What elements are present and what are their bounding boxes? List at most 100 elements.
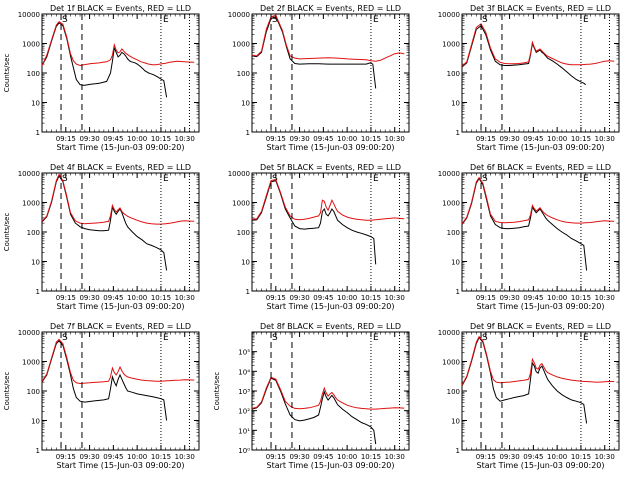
series-line-lld bbox=[461, 335, 615, 386]
panel-det-8: Det 8f BLACK = Events, RED = LLD 10⁰ 10¹ 10… bbox=[213, 322, 410, 470]
series-line-events bbox=[41, 22, 168, 98]
start-marker: S bbox=[272, 174, 278, 184]
x-axis-label: Start Time (15-Jun-03 09:00:20) bbox=[57, 302, 185, 311]
y-tick-label: 10000 bbox=[438, 170, 460, 178]
x-axis-label: Start Time (15-Jun-03 09:00:20) bbox=[477, 461, 605, 470]
x-tick-label: 10:30 bbox=[385, 294, 405, 302]
y-tick-label: 100 bbox=[27, 229, 40, 237]
y-axis-label: Counts/sec bbox=[3, 54, 11, 93]
x-tick-label: 10:00 bbox=[337, 453, 357, 461]
x-tick-label: 09:15 bbox=[476, 135, 496, 143]
end-marker: E bbox=[163, 333, 169, 343]
series-line-lld bbox=[461, 176, 615, 225]
y-tick-label: 1000 bbox=[232, 200, 250, 208]
x-tick-label: 10:30 bbox=[385, 135, 405, 143]
y-tick-label: 10 bbox=[451, 418, 460, 426]
series-line-lld bbox=[251, 178, 405, 221]
y-tick-label: 10 bbox=[241, 259, 250, 267]
y-tick-label: 10000 bbox=[18, 170, 40, 178]
y-tick-label: 100 bbox=[237, 229, 250, 237]
x-axis-label: Start Time (15-Jun-03 09:00:20) bbox=[57, 143, 185, 152]
start-marker: S bbox=[62, 333, 68, 343]
start-marker: S bbox=[272, 333, 278, 343]
series-line-lld bbox=[41, 21, 195, 67]
x-tick-label: 09:15 bbox=[266, 453, 286, 461]
end-marker: E bbox=[373, 333, 379, 343]
end-marker: E bbox=[163, 15, 169, 25]
y-tick-label: 10 bbox=[241, 100, 250, 108]
panel-title: Det 4f BLACK = Events, RED = LLD bbox=[50, 163, 191, 172]
x-tick-label: 10:00 bbox=[547, 453, 567, 461]
y-tick-label: 10⁴ bbox=[238, 368, 250, 376]
y-tick-label: 10⁰ bbox=[238, 447, 250, 455]
x-tick-label: 09:45 bbox=[523, 135, 543, 143]
x-tick-label: 09:30 bbox=[79, 294, 99, 302]
x-tick-label: 09:45 bbox=[313, 135, 333, 143]
x-tick-label: 09:30 bbox=[289, 294, 309, 302]
x-tick-label: 09:45 bbox=[523, 453, 543, 461]
y-tick-label: 10 bbox=[31, 100, 40, 108]
panel-det-3: Det 3f BLACK = Events, RED = LLD 1 10 100 10… bbox=[438, 4, 620, 152]
x-axis-label: Start Time (15-Jun-03 09:00:20) bbox=[267, 461, 395, 470]
end-marker: E bbox=[583, 174, 589, 184]
series-line-lld bbox=[251, 14, 405, 62]
series-line-lld bbox=[461, 23, 615, 67]
end-marker: E bbox=[373, 174, 379, 184]
x-tick-label: 09:30 bbox=[289, 453, 309, 461]
start-marker: S bbox=[62, 15, 68, 25]
x-tick-label: 10:00 bbox=[547, 135, 567, 143]
x-tick-label: 09:15 bbox=[476, 453, 496, 461]
x-tick-label: 09:45 bbox=[313, 294, 333, 302]
y-tick-label: 1 bbox=[246, 288, 250, 296]
panel-det-2: Det 2f BLACK = Events, RED = LLD 1 10 100 10… bbox=[228, 4, 410, 152]
y-tick-label: 1000 bbox=[442, 41, 460, 49]
x-tick-label: 09:30 bbox=[499, 294, 519, 302]
y-tick-label: 1 bbox=[456, 447, 460, 455]
x-tick-label: 09:45 bbox=[103, 453, 123, 461]
x-tick-label: 09:30 bbox=[79, 135, 99, 143]
x-tick-label: 09:30 bbox=[79, 453, 99, 461]
x-tick-label: 10:30 bbox=[175, 294, 195, 302]
y-tick-label: 1 bbox=[36, 288, 40, 296]
x-tick-label: 10:15 bbox=[151, 135, 171, 143]
panel-det-9: Det 9f BLACK = Events, RED = LLD 1 10 100 10… bbox=[438, 322, 620, 470]
x-tick-label: 09:15 bbox=[56, 294, 76, 302]
x-tick-label: 09:45 bbox=[103, 135, 123, 143]
y-tick-label: 1 bbox=[456, 288, 460, 296]
x-tick-label: 10:15 bbox=[151, 453, 171, 461]
y-tick-label: 10000 bbox=[18, 11, 40, 19]
panel-det-7: Det 7f BLACK = Events, RED = LLD 1 10 100 10… bbox=[3, 322, 200, 470]
x-tick-label: 10:30 bbox=[595, 135, 615, 143]
start-marker: S bbox=[272, 15, 278, 25]
y-tick-label: 10⁵ bbox=[238, 349, 250, 357]
y-tick-label: 100 bbox=[27, 70, 40, 78]
y-tick-label: 10 bbox=[31, 418, 40, 426]
x-tick-label: 09:45 bbox=[523, 294, 543, 302]
y-tick-label: 1000 bbox=[22, 200, 40, 208]
y-tick-label: 1000 bbox=[22, 359, 40, 367]
end-marker: E bbox=[583, 15, 589, 25]
y-axis-label: Counts/sec bbox=[3, 372, 11, 411]
x-tick-label: 09:30 bbox=[499, 135, 519, 143]
x-axis-label: Start Time (15-Jun-03 09:00:20) bbox=[477, 302, 605, 311]
y-tick-label: 10000 bbox=[438, 11, 460, 19]
end-marker: E bbox=[163, 174, 169, 184]
x-axis-label: Start Time (15-Jun-03 09:00:20) bbox=[267, 302, 395, 311]
x-tick-label: 09:45 bbox=[103, 294, 123, 302]
x-tick-label: 10:15 bbox=[361, 135, 381, 143]
end-marker: E bbox=[373, 15, 379, 25]
y-tick-label: 1000 bbox=[232, 41, 250, 49]
y-tick-label: 10000 bbox=[438, 329, 460, 337]
x-tick-label: 10:30 bbox=[595, 453, 615, 461]
x-tick-label: 09:30 bbox=[289, 135, 309, 143]
x-tick-label: 09:45 bbox=[313, 453, 333, 461]
x-axis-label: Start Time (15-Jun-03 09:00:20) bbox=[477, 143, 605, 152]
y-tick-label: 100 bbox=[237, 70, 250, 78]
series-line-lld bbox=[41, 173, 195, 225]
start-marker: S bbox=[62, 174, 68, 184]
panel-title: Det 2f BLACK = Events, RED = LLD bbox=[260, 4, 401, 13]
panel-det-1: Det 1f BLACK = Events, RED = LLD 1 10 100 10… bbox=[3, 4, 200, 152]
y-tick-label: 100 bbox=[447, 229, 460, 237]
x-tick-label: 09:15 bbox=[266, 135, 286, 143]
